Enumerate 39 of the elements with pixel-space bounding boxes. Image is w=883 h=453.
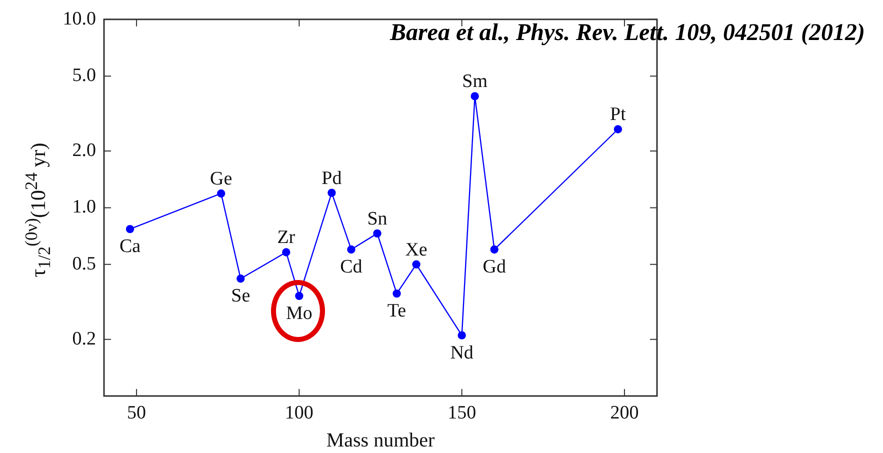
point (217, 189, 226, 198)
x-tick-label: 50 (127, 402, 146, 424)
x-tick-label: 100 (284, 402, 314, 424)
x-axis-title: Mass number (326, 429, 435, 452)
y-tick-label: 0.2 (72, 328, 96, 350)
point (614, 125, 622, 134)
annotation: Sm (462, 71, 488, 92)
annotation: Zr (277, 227, 296, 248)
annotation: Pd (322, 168, 342, 189)
annotation: Xe (405, 239, 428, 260)
annotation: Sn (367, 208, 388, 230)
point (295, 292, 304, 300)
point (392, 289, 401, 298)
annotation: Ge (210, 168, 232, 190)
point (236, 274, 245, 283)
annotation: Nd (450, 342, 474, 364)
point (412, 260, 420, 268)
y-tick-label: 2.0 (72, 140, 96, 161)
annotation: Cd (340, 256, 363, 278)
y-tick-label: 5.0 (72, 65, 96, 86)
point (458, 331, 466, 340)
point (490, 245, 498, 254)
annotation: Gd (482, 256, 506, 278)
point (126, 224, 134, 234)
point (470, 92, 479, 100)
point (328, 188, 336, 197)
point (373, 229, 382, 238)
x-tick-label: 150 (448, 402, 476, 424)
point (282, 248, 290, 256)
annotation: Te (387, 300, 406, 322)
y-tick-label: 10.0 (62, 8, 96, 30)
annotation: Se (231, 286, 250, 307)
y-tick-label: 1.0 (72, 196, 96, 218)
annotation: Ca (119, 236, 142, 258)
point (347, 245, 356, 254)
y-tick-label: 0.5 (72, 253, 96, 274)
annotation: Pt (610, 104, 627, 126)
annotation: Mo (286, 302, 312, 324)
x-tick-label: 200 (610, 402, 639, 424)
